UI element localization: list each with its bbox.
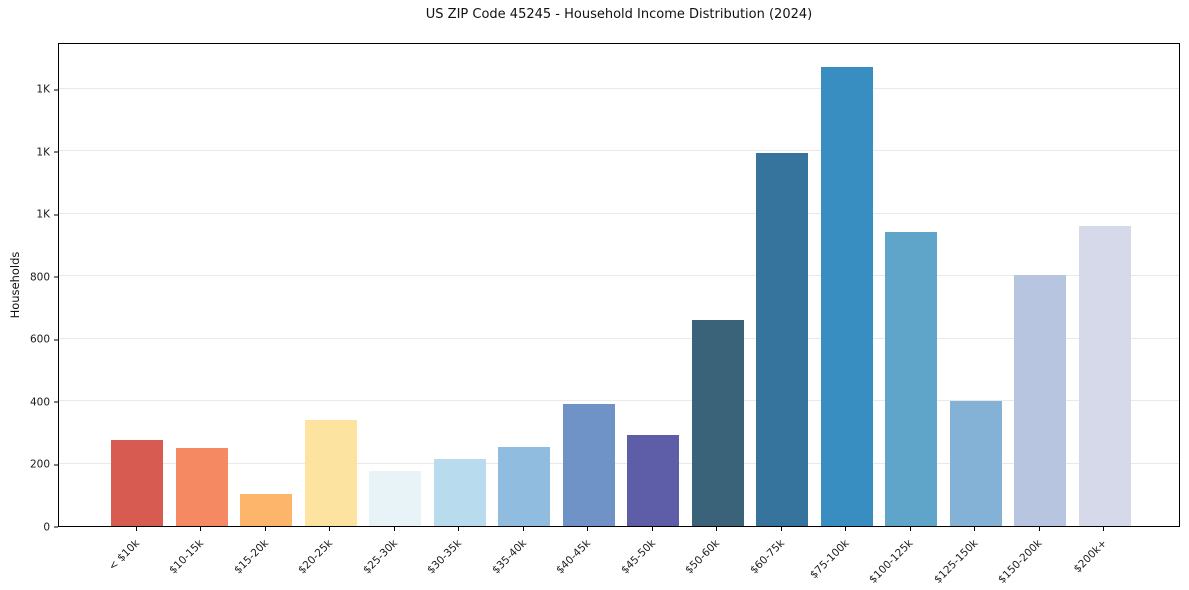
x-tick-mark	[716, 527, 717, 531]
x-tick-mark	[329, 527, 330, 531]
x-tick-label: $25-30k	[360, 537, 400, 577]
bar-8	[562, 404, 615, 526]
y-axis-tick-marks	[54, 43, 58, 528]
y-tick-mark	[54, 339, 58, 341]
x-tick-label: $125-150k	[931, 537, 981, 586]
x-tick-mark	[522, 527, 524, 531]
x-tick-label: $15-20k	[231, 537, 271, 577]
x-tick-mark	[845, 527, 846, 531]
x-tick-mark	[1038, 527, 1040, 531]
x-axis-tick-labels: < $10k $10-15k $15-20k $20-25k $25-30k $30-35…	[58, 531, 1180, 587]
bar-11	[756, 153, 808, 526]
y-tick-label: 0	[43, 520, 50, 533]
bar-7	[498, 447, 550, 526]
y-tick-label: 400	[29, 395, 50, 408]
bar-10	[691, 320, 744, 526]
x-tick-label: $35-40k	[489, 537, 529, 577]
bar-6	[433, 458, 486, 526]
x-tick-mark	[458, 527, 459, 531]
y-axis-tick-labels: 0 200 400 600 800 1K 1K 1K	[0, 43, 50, 532]
x-tick-mark	[1103, 527, 1104, 531]
x-axis-tick-marks	[58, 527, 1180, 532]
x-tick-mark	[651, 527, 653, 531]
chart-title: US ZIP Code 45245 - Household Income Dis…	[425, 7, 813, 22]
x-tick-label: $200k+	[1071, 537, 1110, 576]
x-tick-mark	[393, 527, 395, 531]
x-tick-mark	[135, 527, 137, 531]
x-tick-mark	[974, 527, 975, 531]
y-tick-mark	[54, 464, 58, 466]
y-tick-mark	[54, 89, 58, 91]
bar-14	[949, 401, 1002, 526]
bar-4	[304, 420, 357, 526]
gridline	[59, 87, 1179, 89]
gridline	[59, 150, 1179, 152]
y-tick-mark	[54, 526, 58, 528]
x-tick-label: $75-100k	[807, 537, 852, 582]
bar-13	[885, 231, 937, 526]
gridline	[59, 400, 1179, 402]
y-tick-label: 1K	[36, 146, 50, 159]
x-tick-label: $10-15k	[167, 537, 207, 577]
bar-2	[175, 447, 228, 526]
y-tick-label: 800	[29, 270, 50, 283]
x-tick-mark	[200, 527, 201, 531]
y-tick-label: 1K	[36, 83, 50, 96]
bar-1	[111, 439, 163, 526]
y-tick-mark	[54, 214, 58, 216]
x-tick-label: $40-45k	[554, 537, 594, 577]
x-tick-mark	[587, 527, 588, 531]
y-tick-label: 1K	[36, 208, 50, 221]
y-tick-mark	[54, 151, 58, 153]
x-tick-label: $60-75k	[747, 537, 787, 577]
gridline	[59, 337, 1179, 339]
x-tick-label: < $10k	[106, 537, 142, 573]
x-tick-mark	[909, 527, 911, 531]
gridline	[59, 275, 1179, 277]
x-tick-label: $20-25k	[296, 537, 336, 577]
x-tick-mark	[780, 527, 782, 531]
x-tick-label: $50-60k	[683, 537, 723, 577]
x-tick-mark	[264, 527, 266, 531]
gridline	[59, 212, 1179, 214]
bar-12	[820, 66, 873, 526]
y-tick-label: 200	[29, 458, 50, 471]
x-tick-label: $30-35k	[425, 537, 465, 577]
plot-area	[58, 43, 1180, 527]
x-tick-label: $150-200k	[996, 537, 1045, 586]
y-tick-mark	[54, 401, 58, 403]
gridline	[59, 462, 1179, 464]
bar-3	[240, 493, 292, 526]
x-tick-label: $45-50k	[618, 537, 658, 577]
bar-5	[369, 471, 421, 526]
bar-9	[627, 435, 679, 526]
bar-16	[1078, 226, 1131, 526]
x-tick-label: $100-125k	[867, 537, 916, 586]
bar-15	[1014, 274, 1066, 526]
y-tick-mark	[54, 276, 58, 278]
y-tick-label: 600	[29, 333, 50, 346]
